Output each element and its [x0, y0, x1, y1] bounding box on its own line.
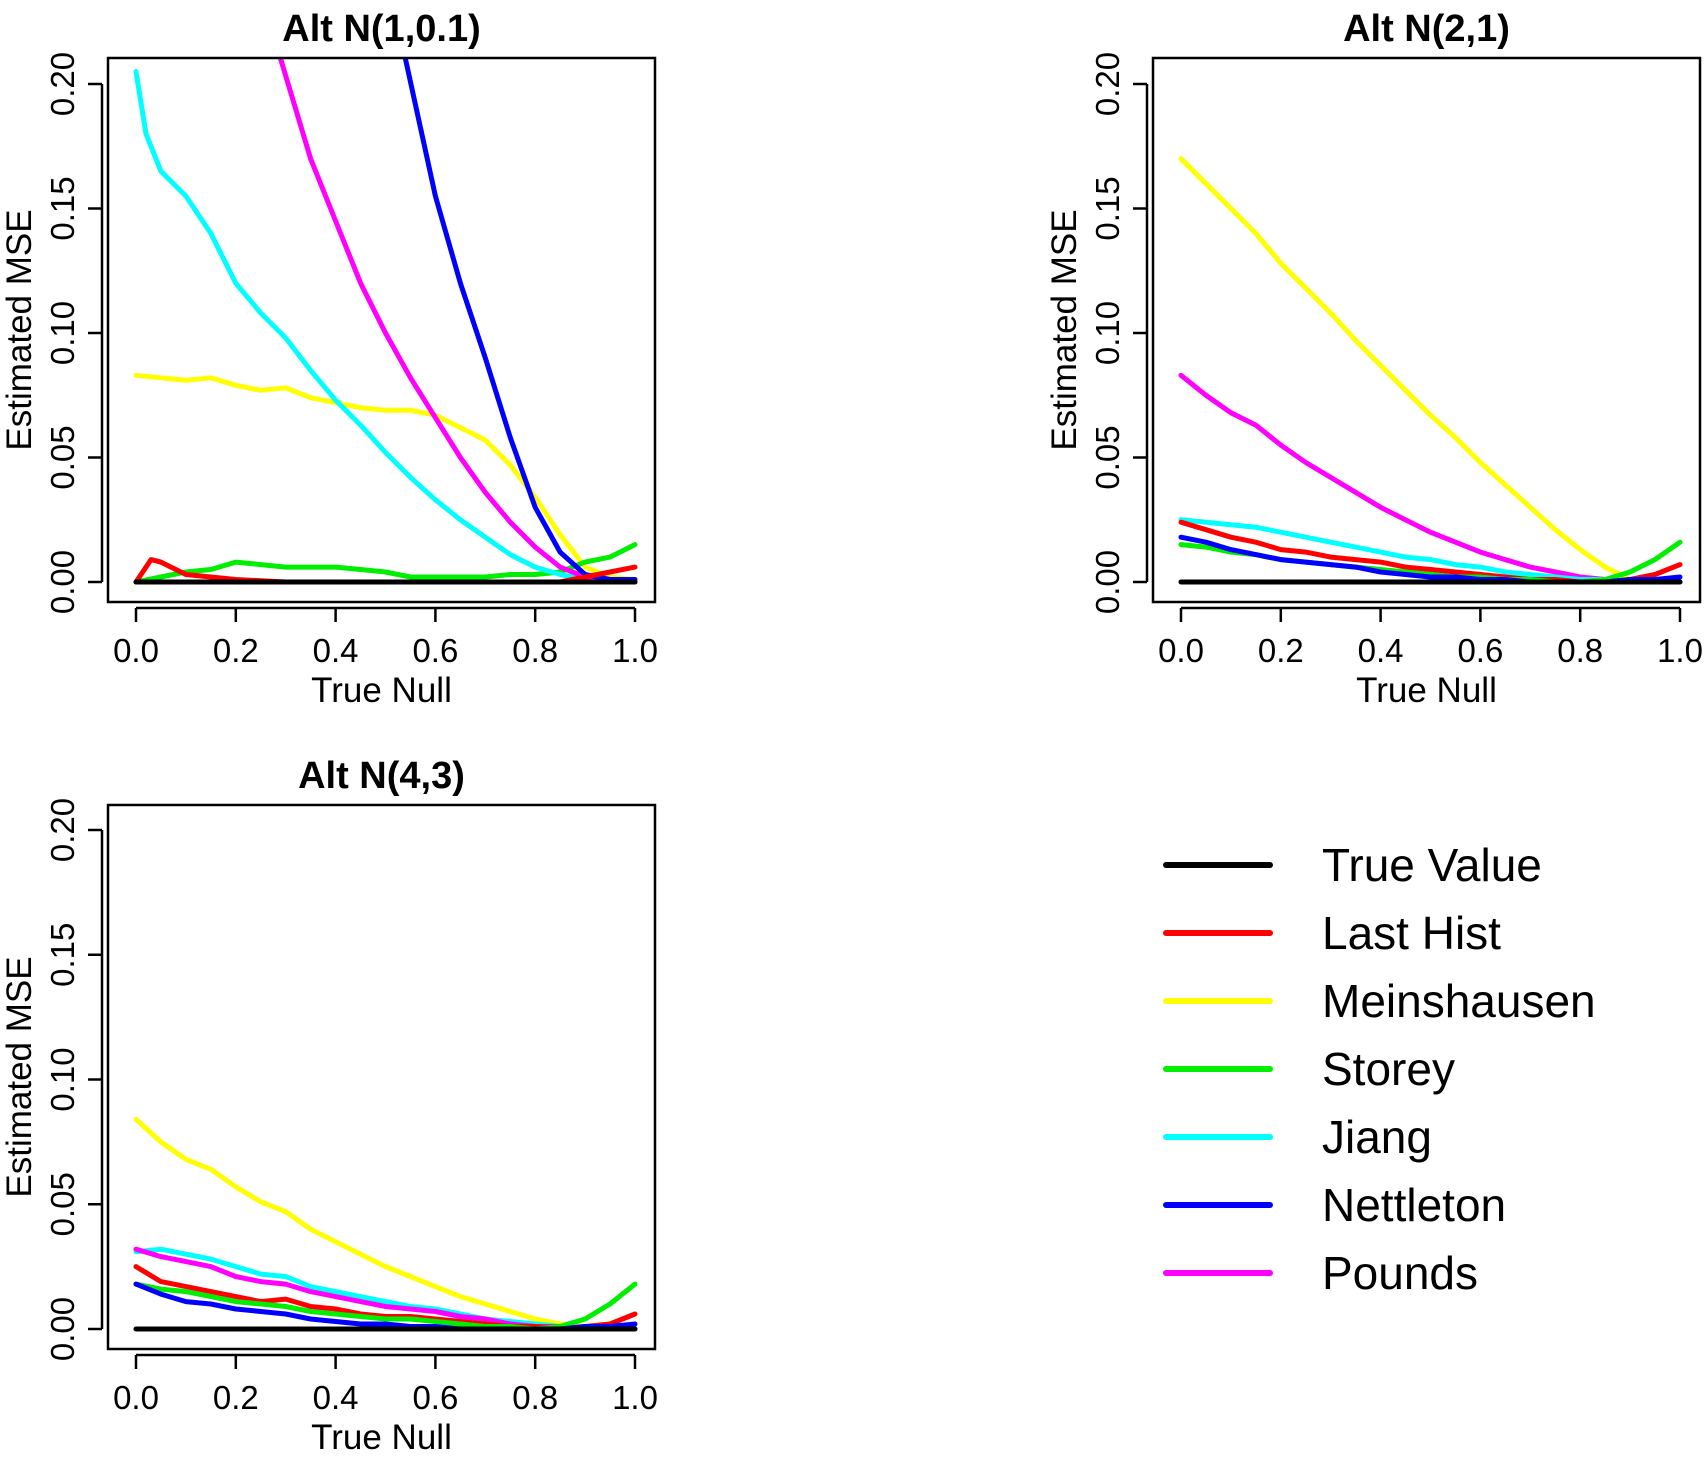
y-tick-label: 0.15 [44, 923, 81, 987]
plot-frame [106, 803, 657, 1351]
series-line-jiang [133, 69, 638, 585]
x-tick-label: 0.6 [412, 632, 458, 669]
x-tick-label: 0.0 [1158, 632, 1204, 669]
plot-frame [1151, 56, 1702, 604]
y-tick-label: 0.10 [44, 301, 81, 365]
x-tick-label: 0.2 [213, 1379, 259, 1416]
y-tick-label: 0.20 [44, 52, 81, 116]
y-tick-label: 0.00 [1089, 550, 1126, 614]
legend-label: Nettleton [1322, 1179, 1506, 1231]
x-axis-label: True Null [311, 671, 452, 710]
legend-label: Meinshausen [1322, 975, 1596, 1027]
x-tick-label: 0.0 [113, 1379, 159, 1416]
chart-panel-3: 0.0 0.2 0.4 0.6 0.8 1.0 0.00 0.05 0.10 0.15 0.20 Al… [0, 755, 658, 1457]
x-tick-label: 0.8 [512, 632, 558, 669]
y-tick-label: 0.20 [1089, 52, 1126, 116]
series-line-meinshausen [133, 372, 638, 582]
series-line-pounds [278, 58, 638, 585]
y-axis-label: Estimated MSE [0, 956, 39, 1197]
chart-panel-1: 0.0 0.2 0.4 0.6 0.8 1.0 0.00 0.05 0.10 0.15 0.20 Al… [0, 8, 658, 710]
plot-frame [106, 56, 657, 604]
y-tick-label: 0.05 [44, 1172, 81, 1236]
legend-label: Jiang [1322, 1111, 1432, 1163]
y-tick-label: 0.15 [1089, 176, 1126, 240]
y-tick-label: 0.05 [44, 425, 81, 489]
y-tick-label: 0.05 [1089, 425, 1126, 489]
x-tick-label: 0.2 [213, 632, 259, 669]
y-tick-label: 0.15 [44, 176, 81, 240]
y-tick-label: 0.20 [44, 798, 81, 862]
y-axis-label: Estimated MSE [1045, 209, 1084, 450]
x-tick-label: 0.4 [313, 632, 359, 669]
x-tick-label: 0.4 [313, 1379, 359, 1416]
x-tick-label: 0.2 [1258, 632, 1304, 669]
y-axis-label: Estimated MSE [0, 209, 39, 450]
legend-label: Storey [1322, 1043, 1455, 1095]
y-tick-label: 0.00 [44, 550, 81, 614]
chart-panel-2: 0.0 0.2 0.4 0.6 0.8 1.0 0.00 0.05 0.10 0.15 0.20 Al… [1045, 8, 1703, 710]
legend: True Value Last Hist Meinshausen Storey Jian… [1163, 839, 1596, 1299]
y-tick-label: 0.00 [44, 1297, 81, 1361]
x-axis-label: True Null [1356, 671, 1497, 710]
series-line-meinshausen [1178, 156, 1683, 585]
legend-label: True Value [1322, 839, 1542, 891]
legend-label: Last Hist [1322, 907, 1501, 959]
legend-label: Pounds [1322, 1247, 1478, 1299]
x-tick-label: 0.0 [113, 632, 159, 669]
x-tick-label: 1.0 [612, 1379, 658, 1416]
chart-title: Alt N(4,3) [298, 755, 465, 797]
x-tick-label: 1.0 [1657, 632, 1703, 669]
x-tick-label: 0.4 [1358, 632, 1404, 669]
x-tick-label: 0.6 [412, 1379, 458, 1416]
x-tick-label: 1.0 [612, 632, 658, 669]
series-line-meinshausen [133, 1116, 638, 1332]
series-line-pounds [1178, 372, 1683, 585]
x-tick-label: 0.6 [1457, 632, 1503, 669]
x-tick-label: 0.8 [1557, 632, 1603, 669]
x-axis-label: True Null [311, 1418, 452, 1457]
chart-title: Alt N(1,0.1) [282, 8, 480, 50]
x-tick-label: 0.8 [512, 1379, 558, 1416]
y-tick-label: 0.10 [44, 1047, 81, 1111]
y-tick-label: 0.10 [1089, 301, 1126, 365]
chart-title: Alt N(2,1) [1343, 8, 1510, 50]
